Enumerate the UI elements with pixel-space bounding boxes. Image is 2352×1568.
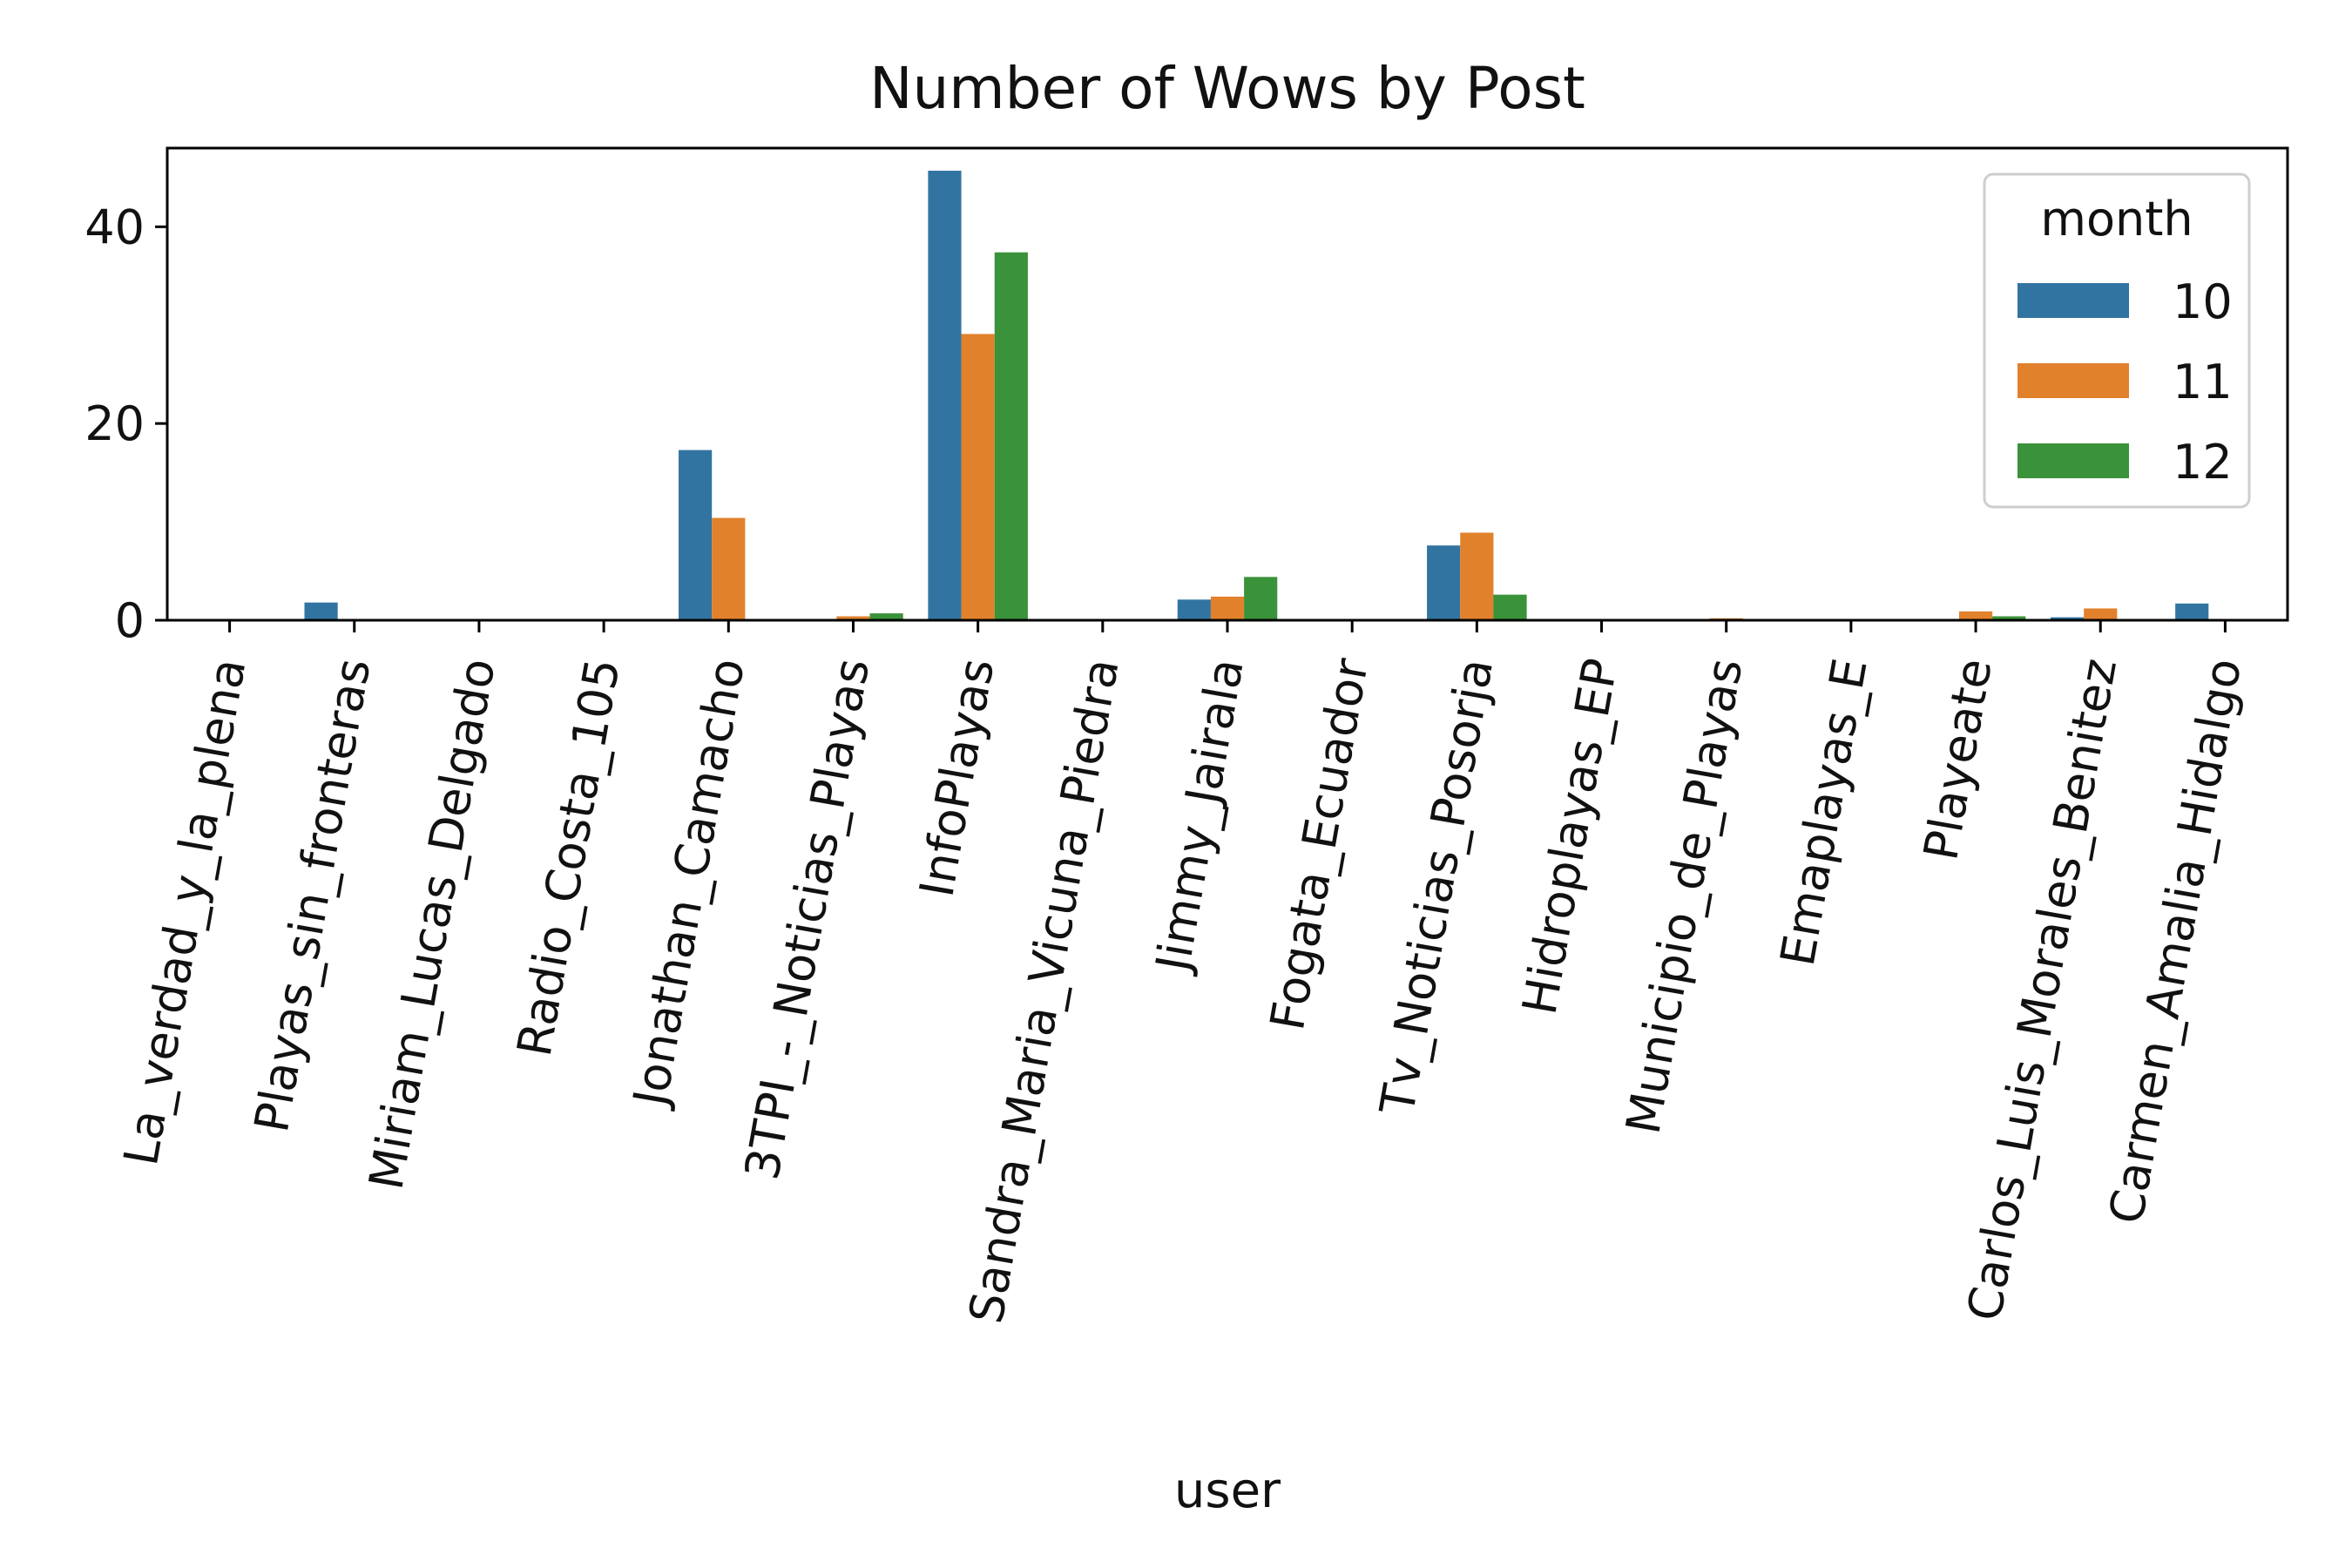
bar-11-InfoPlayas — [961, 334, 995, 620]
bar-11-3TPI_-_Noticias_Playas — [836, 616, 870, 620]
bar-12-Playeate — [1992, 616, 2026, 620]
legend-title: month — [2040, 192, 2193, 247]
x-tick-label: Playeate — [1913, 654, 2003, 864]
bar-11-Playeate — [1958, 611, 1993, 620]
x-tick-label: 3TPI_-_Noticias_Playas — [734, 654, 880, 1183]
legend-swatch-10 — [2017, 283, 2129, 318]
legend-label-10: 10 — [2173, 274, 2233, 329]
bar-12-InfoPlayas — [994, 252, 1028, 620]
legend-frame — [1983, 172, 2251, 509]
x-tick-label: Carmen_Amalia_Hidalgo — [2099, 654, 2252, 1227]
x-tick-label: Radio_Costa_105 — [507, 654, 631, 1060]
bar-11-Jimmy_Jairala — [1210, 596, 1245, 620]
legend: month 10 11 12 — [1983, 172, 2251, 509]
y-tick-label: 20 — [84, 396, 145, 451]
bar-10-Carmen_Amalia_Hidalgo — [2175, 603, 2209, 620]
x-tick-label: Tv_Noticias_Posorja — [1369, 654, 1504, 1119]
bar-12-Jimmy_Jairala — [1244, 577, 1278, 620]
x-tick-label: Jonathan_Camacho — [622, 654, 755, 1112]
x-tick-label: Emaplayas_E — [1770, 654, 1878, 970]
legend-swatch-12 — [2017, 443, 2129, 478]
x-axis-label: user — [1174, 1463, 1281, 1519]
bar-10-Playas_sin_fronteras — [304, 602, 338, 620]
bar-12-Tv_Noticias_Posorja — [1493, 594, 1527, 620]
y-tick-label: 40 — [84, 199, 145, 254]
x-tick-label: Hidroplayas_EP — [1512, 654, 1629, 1018]
bar-12-3TPI_-_Noticias_Playas — [869, 613, 903, 620]
x-tick-label: Fogata_Ecuador — [1260, 654, 1379, 1035]
bar-11-Jonathan_Camacho — [712, 517, 746, 620]
bar-11-Tv_Noticias_Posorja — [1460, 532, 1494, 620]
bar-10-Jimmy_Jairala — [1177, 599, 1211, 620]
bar-10-Carlos_Luis_Morales_Benitez — [2050, 617, 2085, 620]
legend-label-12: 12 — [2173, 435, 2233, 490]
plot-frame — [166, 146, 2289, 622]
legend-label-11: 11 — [2173, 355, 2233, 409]
chart-title: Number of Wows by Post — [869, 55, 1585, 122]
y-tick-label: 0 — [115, 593, 145, 648]
x-tick-label: La_verdad_y_la_plena — [113, 654, 256, 1169]
x-tick-label: Jimmy_Jairala — [1145, 654, 1254, 977]
x-tick-label: Playas_sin_fronteras — [244, 654, 382, 1136]
bar-10-Tv_Noticias_Posorja — [1427, 545, 1461, 620]
legend-swatch-11 — [2017, 363, 2129, 398]
plot-area: 0 20 40 La_verdad_y_la_plenaPlayas_sin_fron… — [84, 146, 2289, 1328]
bar-10-InfoPlayas — [928, 170, 962, 621]
bar-11-Carlos_Luis_Morales_Benitez — [2084, 608, 2118, 620]
x-tick-label: Miriam_Lucas_Delgado — [359, 654, 506, 1193]
bar-10-Jonathan_Camacho — [679, 449, 713, 620]
x-tick-label: Municipio_de_Playas — [1616, 654, 1754, 1138]
x-tick-label: InfoPlayas — [909, 654, 1004, 901]
